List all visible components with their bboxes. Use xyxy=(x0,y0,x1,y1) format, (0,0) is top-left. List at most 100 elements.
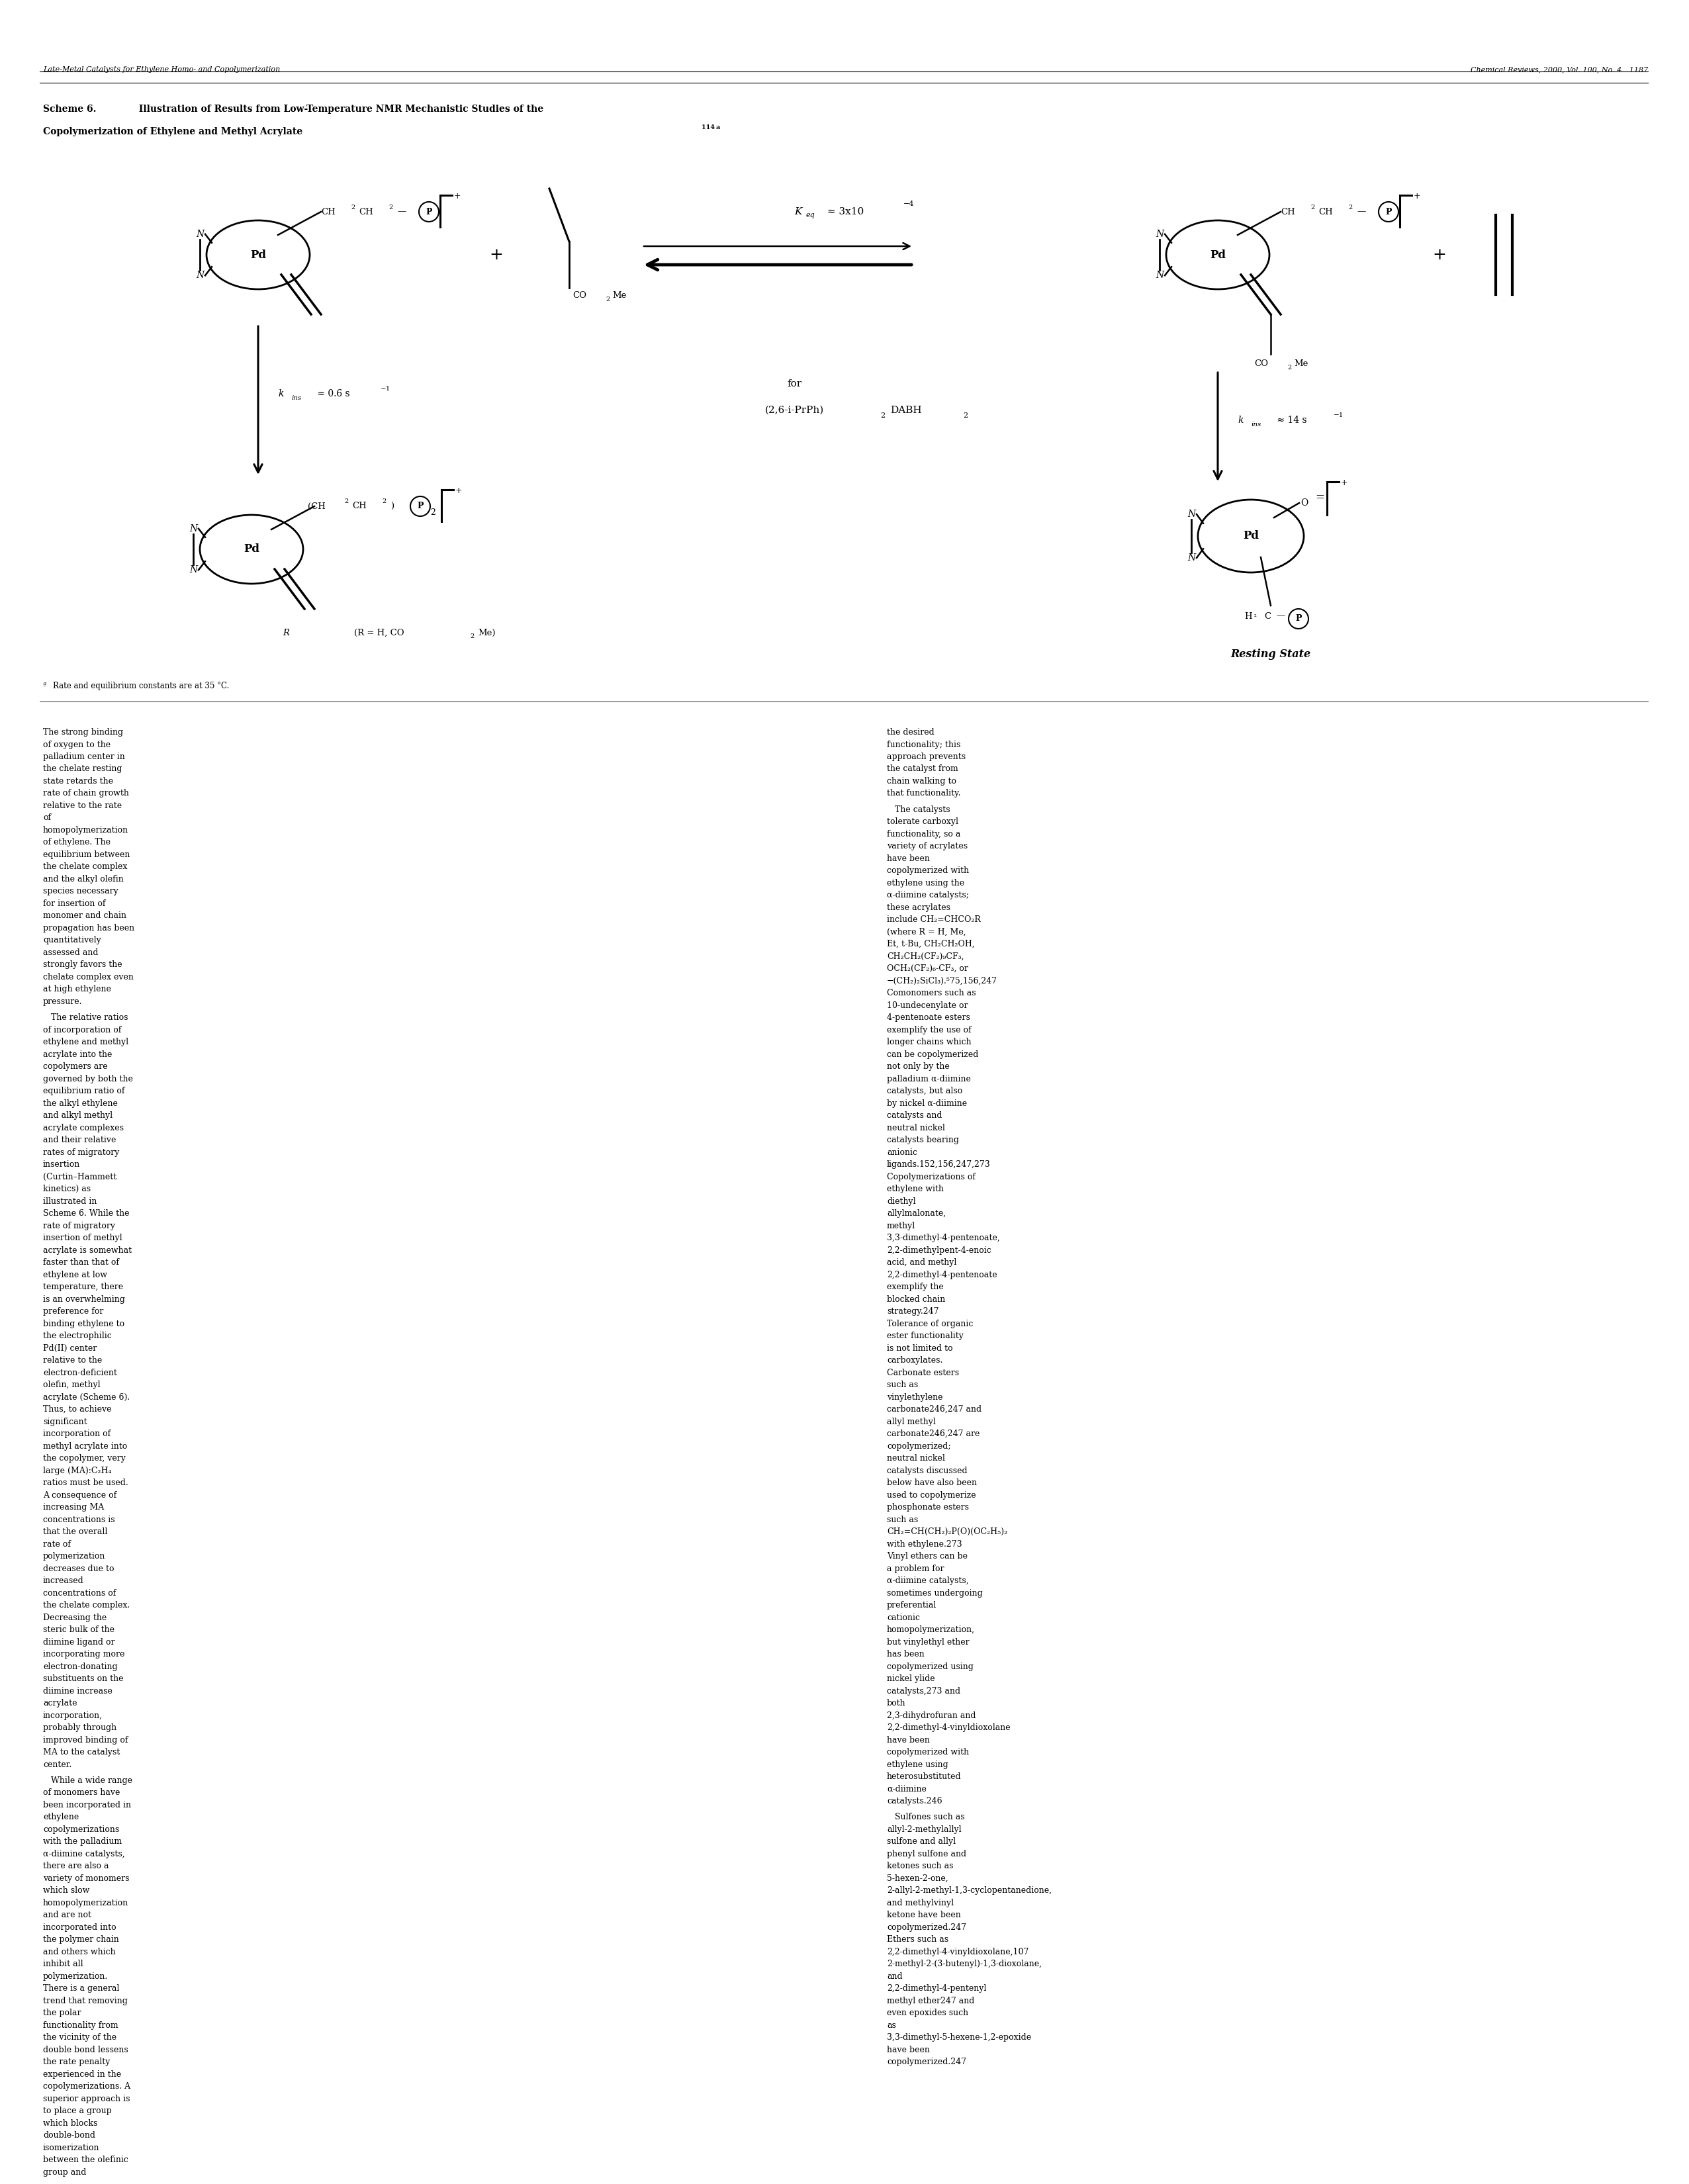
Text: acrylate complexes: acrylate complexes xyxy=(42,1123,123,1131)
Text: Scheme 6. While the: Scheme 6. While the xyxy=(42,1210,130,1219)
Text: Pd(II) center: Pd(II) center xyxy=(42,1343,96,1352)
Text: N: N xyxy=(189,566,198,574)
Text: rate of migratory: rate of migratory xyxy=(42,1221,115,1230)
Text: ethylene at low: ethylene at low xyxy=(42,1271,106,1280)
Text: Resting State: Resting State xyxy=(1231,649,1311,660)
Text: with the palladium: with the palladium xyxy=(42,1837,122,1845)
Text: acrylate: acrylate xyxy=(42,1699,78,1708)
Text: R: R xyxy=(282,629,289,638)
Text: copolymerized with: copolymerized with xyxy=(887,867,969,876)
Text: 10-undecenylate or: 10-undecenylate or xyxy=(887,1000,968,1009)
Text: exemplify the: exemplify the xyxy=(887,1282,944,1291)
Text: functionality from: functionality from xyxy=(42,2020,118,2029)
Text: phosphonate esters: phosphonate esters xyxy=(887,1503,969,1511)
Text: the copolymer, very: the copolymer, very xyxy=(42,1455,125,1463)
Text: CH₂=CH(CH₂)₂P(O)(OC₂H₅)₂: CH₂=CH(CH₂)₂P(O)(OC₂H₅)₂ xyxy=(887,1527,1007,1535)
Text: 2,2-dimethyl-4-vinyldioxolane,107: 2,2-dimethyl-4-vinyldioxolane,107 xyxy=(887,1948,1029,1957)
Text: 3,3-dimethyl-4-pentenoate,: 3,3-dimethyl-4-pentenoate, xyxy=(887,1234,1000,1243)
Text: rates of migratory: rates of migratory xyxy=(42,1149,120,1158)
Text: H: H xyxy=(1245,612,1252,620)
Text: 2: 2 xyxy=(345,498,348,505)
Text: k: k xyxy=(1238,415,1243,426)
Text: acrylate is somewhat: acrylate is somewhat xyxy=(42,1245,132,1254)
Text: ₂: ₂ xyxy=(1255,612,1257,618)
Text: has been: has been xyxy=(887,1649,924,1658)
Text: Ethers such as: Ethers such as xyxy=(887,1935,949,1944)
Text: electron-donating: electron-donating xyxy=(42,1662,118,1671)
Text: for insertion of: for insertion of xyxy=(42,900,105,909)
Text: of monomers have: of monomers have xyxy=(42,1789,120,1797)
Text: 2-methyl-2-(3-butenyl)-1,3-dioxolane,: 2-methyl-2-(3-butenyl)-1,3-dioxolane, xyxy=(887,1959,1042,1968)
Text: methyl ether247 and: methyl ether247 and xyxy=(887,1996,975,2005)
Text: C: C xyxy=(1263,612,1270,620)
Text: longer chains which: longer chains which xyxy=(887,1037,971,1046)
Text: have been: have been xyxy=(887,854,929,863)
Text: N: N xyxy=(1155,229,1164,238)
Text: vinylethylene: vinylethylene xyxy=(887,1393,942,1402)
Text: there are also a: there are also a xyxy=(42,1861,108,1870)
Text: Chemical Reviews, 2000, Vol. 100, No. 4    1187: Chemical Reviews, 2000, Vol. 100, No. 4 … xyxy=(1471,66,1648,72)
Text: group and: group and xyxy=(42,2169,86,2177)
Text: insertion of methyl: insertion of methyl xyxy=(42,1234,122,1243)
Text: phenyl sulfone and: phenyl sulfone and xyxy=(887,1850,966,1859)
Text: insertion: insertion xyxy=(42,1160,81,1168)
Text: Pd: Pd xyxy=(1209,249,1226,260)
Text: 2,3-dihydrofuran and: 2,3-dihydrofuran and xyxy=(887,1710,976,1719)
Text: such as: such as xyxy=(887,1516,919,1524)
Text: Late-Metal Catalysts for Ethylene Homo- and Copolymerization: Late-Metal Catalysts for Ethylene Homo- … xyxy=(42,66,280,72)
Text: increased: increased xyxy=(42,1577,84,1586)
Text: ª: ª xyxy=(42,681,47,688)
Text: +: + xyxy=(1414,192,1420,201)
Text: 114 a: 114 a xyxy=(701,124,720,131)
Text: catalysts, but also: catalysts, but also xyxy=(887,1088,963,1096)
Text: (2,6-i-PrPh): (2,6-i-PrPh) xyxy=(765,406,824,415)
Text: catalysts.246: catalysts.246 xyxy=(887,1797,942,1806)
Text: There is a general: There is a general xyxy=(42,1985,120,1992)
Text: and alkyl methyl: and alkyl methyl xyxy=(42,1112,113,1120)
Text: trend that removing: trend that removing xyxy=(42,1996,128,2005)
Text: (R = H, CO: (R = H, CO xyxy=(355,629,404,638)
Text: N: N xyxy=(189,524,198,533)
Text: temperature, there: temperature, there xyxy=(42,1282,123,1291)
Text: +: + xyxy=(1432,247,1446,262)
Text: equilibrium ratio of: equilibrium ratio of xyxy=(42,1088,125,1096)
Text: −1: −1 xyxy=(380,387,390,391)
Text: (Curtin–Hammett: (Curtin–Hammett xyxy=(42,1173,117,1182)
Text: methyl: methyl xyxy=(887,1221,915,1230)
Text: α-diimine: α-diimine xyxy=(887,1784,927,1793)
Text: is an overwhelming: is an overwhelming xyxy=(42,1295,125,1304)
Text: the catalyst from: the catalyst from xyxy=(887,764,958,773)
Text: α-diimine catalysts,: α-diimine catalysts, xyxy=(887,1577,969,1586)
Text: copolymerized using: copolymerized using xyxy=(887,1662,973,1671)
Text: palladium α-diimine: palladium α-diimine xyxy=(887,1075,971,1083)
Text: 2: 2 xyxy=(963,413,968,419)
Text: illustrated in: illustrated in xyxy=(42,1197,96,1206)
Text: relative to the: relative to the xyxy=(42,1356,101,1365)
Text: CH₂CH₂(CF₂)₉CF₃,: CH₂CH₂(CF₂)₉CF₃, xyxy=(887,952,964,961)
Text: copolymerizations: copolymerizations xyxy=(42,1826,120,1835)
Text: Me: Me xyxy=(1294,360,1307,367)
Text: preference for: preference for xyxy=(42,1306,103,1315)
Text: allyl methyl: allyl methyl xyxy=(887,1417,936,1426)
Text: 5-hexen-2-one,: 5-hexen-2-one, xyxy=(887,1874,948,1883)
Text: Carbonate esters: Carbonate esters xyxy=(887,1369,959,1376)
Text: ≈ 3x10: ≈ 3x10 xyxy=(824,207,863,216)
Text: Et, t-Bu, CH₂CH₂OH,: Et, t-Bu, CH₂CH₂OH, xyxy=(887,939,975,948)
Text: ethylene: ethylene xyxy=(42,1813,79,1821)
Text: isomerization: isomerization xyxy=(42,2143,100,2151)
Text: monomer and chain: monomer and chain xyxy=(42,911,127,919)
Text: catalysts,273 and: catalysts,273 and xyxy=(887,1686,961,1695)
Text: −(CH₂)₂SiCl₃).⁵75,156,247: −(CH₂)₂SiCl₃).⁵75,156,247 xyxy=(887,976,998,985)
Text: copolymerized.247: copolymerized.247 xyxy=(887,2057,966,2066)
Text: CH: CH xyxy=(358,207,373,216)
Text: Me: Me xyxy=(611,290,627,299)
Text: —: — xyxy=(397,207,405,216)
Text: sulfone and allyl: sulfone and allyl xyxy=(887,1837,956,1845)
Text: OCH₂(CF₂)₆-CF₃, or: OCH₂(CF₂)₆-CF₃, or xyxy=(887,965,968,972)
Text: DABH: DABH xyxy=(890,406,922,415)
Text: of: of xyxy=(42,815,51,823)
Text: chain walking to: chain walking to xyxy=(887,778,956,786)
Text: such as: such as xyxy=(887,1380,919,1389)
Text: 2: 2 xyxy=(351,203,355,210)
Text: 2-allyl-2-methyl-1,3-cyclopentanedione,: 2-allyl-2-methyl-1,3-cyclopentanedione, xyxy=(887,1887,1052,1896)
